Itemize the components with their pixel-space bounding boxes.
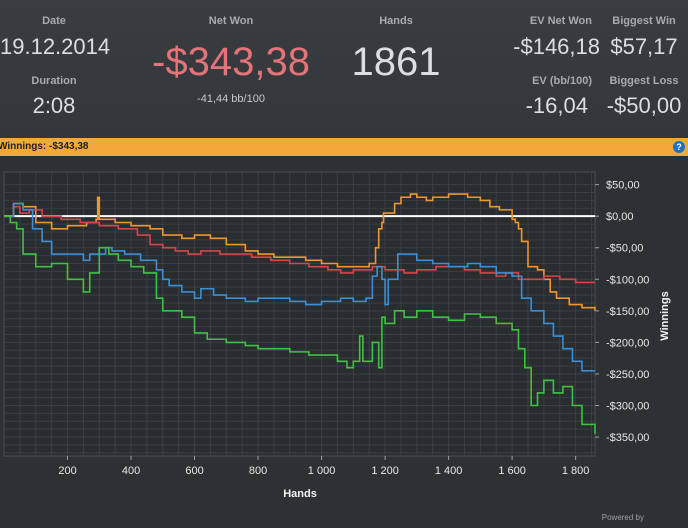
x-tick-label: 1 200 [371, 465, 399, 477]
date-label: Date [42, 15, 66, 27]
session-stats-panel: Date 19.12.2014 Duration 2:08 Net Won -$… [0, 0, 688, 138]
y-tick-label: $0,00 [606, 211, 634, 223]
y-tick-label: -$250,00 [606, 369, 649, 381]
net-won-value: -$343,38 [152, 40, 310, 84]
x-tick-label: 1 400 [435, 465, 463, 477]
x-axis-title: Hands [283, 488, 317, 500]
y-tick-label: $50,00 [606, 180, 640, 192]
y-tick-label: -$50,00 [606, 243, 643, 255]
biggest-loss-value: -$50,00 [606, 93, 682, 118]
date-value: 19.12.2014 [0, 34, 111, 59]
series-line-2 [4, 205, 595, 284]
x-tick-label: 400 [122, 465, 140, 477]
y-axis-title: Winnings [659, 291, 671, 340]
winnings-bar-value: -$343,38 [49, 141, 89, 152]
net-won-bb-per-100: -41,44 bb/100 [197, 93, 265, 105]
series-line-3 [4, 202, 595, 372]
x-tick-label: 800 [249, 465, 267, 477]
x-tick-label: 200 [58, 465, 76, 477]
winnings-chart: $50,00 $0,00 -$50,00 -$100,00 -$150,00 -$200,… [3, 171, 671, 500]
biggest-loss-label: Biggest Loss [609, 75, 679, 87]
y-tick-label: -$100,00 [606, 274, 649, 286]
x-tick-label: 600 [185, 465, 203, 477]
series-line-1 [4, 193, 596, 311]
ev-net-won-label: EV Net Won [529, 15, 592, 27]
winnings-bar-label: Winnings: [0, 141, 47, 152]
x-tick-label: 1 800 [562, 465, 590, 477]
series-line-4 [4, 215, 596, 434]
x-tick-label: 1 000 [308, 465, 336, 477]
y-tick-label: -$350,00 [606, 432, 649, 444]
ev-bb-value: -16,04 [525, 93, 588, 118]
y-tick-label: -$200,00 [606, 337, 649, 349]
winnings-chart-area: $50,00 $0,00 -$50,00 -$100,00 -$150,00 -$200,… [0, 156, 688, 523]
x-tick-label: 1 600 [498, 465, 526, 477]
net-won-label: Net Won [208, 15, 254, 27]
biggest-win-value: $57,17 [610, 34, 678, 59]
y-tick-label: -$300,00 [606, 401, 649, 413]
biggest-win-label: Biggest Win [612, 15, 676, 27]
ev-bb-label: EV (bb/100) [532, 75, 592, 87]
hands-value: 1861 [351, 40, 441, 84]
ev-net-won-value: -$146,18 [513, 34, 600, 59]
duration-label: Duration [31, 75, 77, 87]
winnings-bar: Winnings: -$343,38 ? [0, 138, 688, 156]
help-icon[interactable]: ? [673, 141, 685, 153]
y-tick-label: -$150,00 [606, 306, 649, 318]
duration-value: 2:08 [32, 93, 76, 118]
hands-label: Hands [379, 15, 413, 27]
powered-by-text: Powered by [601, 513, 644, 522]
